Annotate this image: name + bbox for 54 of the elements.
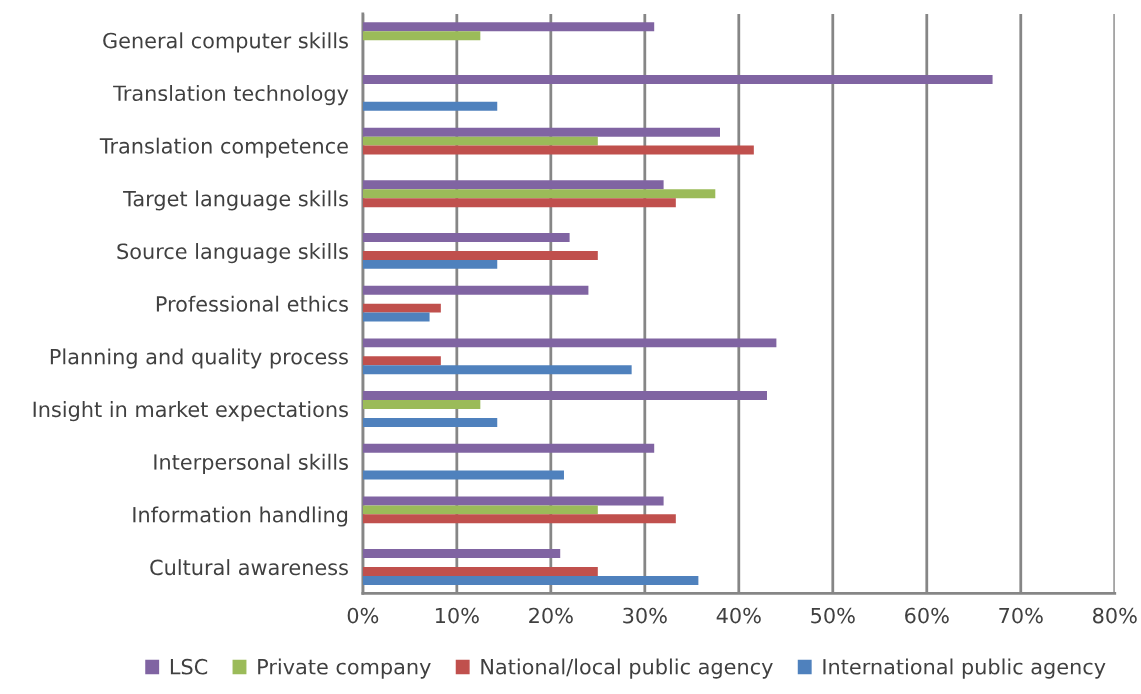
bar	[362, 443, 655, 453]
bar	[362, 145, 754, 155]
x-tick-label: 10%	[435, 607, 479, 624]
legend-label: LSC	[170, 658, 208, 675]
bar	[362, 136, 598, 146]
y-tick-label: Translation technology	[113, 84, 349, 106]
x-tick-label: 30%	[623, 607, 667, 624]
bar	[362, 189, 716, 199]
x-tick-label: 40%	[716, 607, 761, 624]
y-tick-label: Cultural awareness	[150, 559, 348, 576]
bar	[362, 365, 632, 375]
y-tick-label: Insight in market expectations	[33, 401, 348, 422]
x-tick-label: 20%	[529, 607, 573, 624]
x-tick-label: 60%	[905, 607, 949, 624]
bar	[362, 338, 777, 348]
bar	[362, 285, 589, 295]
bar	[362, 101, 498, 111]
bar	[362, 303, 441, 313]
bar	[362, 470, 564, 480]
bar	[362, 259, 498, 269]
y-tick-label: General computer skills	[103, 32, 348, 53]
bar	[362, 514, 676, 524]
y-tick-label: Target language skills	[123, 190, 348, 211]
bar	[362, 391, 767, 401]
bar	[362, 312, 430, 322]
bar	[362, 356, 441, 366]
bar	[362, 22, 655, 32]
bar	[362, 31, 481, 41]
bar	[362, 575, 699, 585]
y-tick-label: Translation competence	[99, 137, 348, 158]
x-tick-label: 0%	[347, 607, 379, 624]
bar	[362, 400, 481, 409]
y-tick-label: Source language skills	[117, 243, 348, 264]
bar	[362, 567, 598, 576]
y-tick-label: Professional ethics	[156, 295, 348, 312]
legend-label: Private company	[258, 658, 431, 679]
y-tick-label: Interpersonal skills	[154, 453, 348, 474]
y-tick-label: Planning and quality process	[50, 348, 348, 369]
x-tick-label: 50%	[811, 607, 855, 624]
bar	[362, 127, 720, 137]
legend-label: National/local public agency	[481, 658, 773, 679]
bar	[362, 180, 664, 190]
bar	[362, 250, 598, 260]
bar	[362, 549, 561, 559]
y-tick-label: Information handling	[133, 506, 348, 527]
bar	[362, 198, 676, 208]
bar	[362, 496, 664, 506]
bar	[362, 74, 993, 84]
bar	[362, 233, 570, 242]
bar	[362, 417, 498, 427]
legend-label: International public agency	[823, 658, 1106, 679]
x-tick-label: 70%	[999, 607, 1043, 624]
x-tick-label: 80%	[1093, 607, 1137, 624]
bar	[362, 505, 598, 515]
